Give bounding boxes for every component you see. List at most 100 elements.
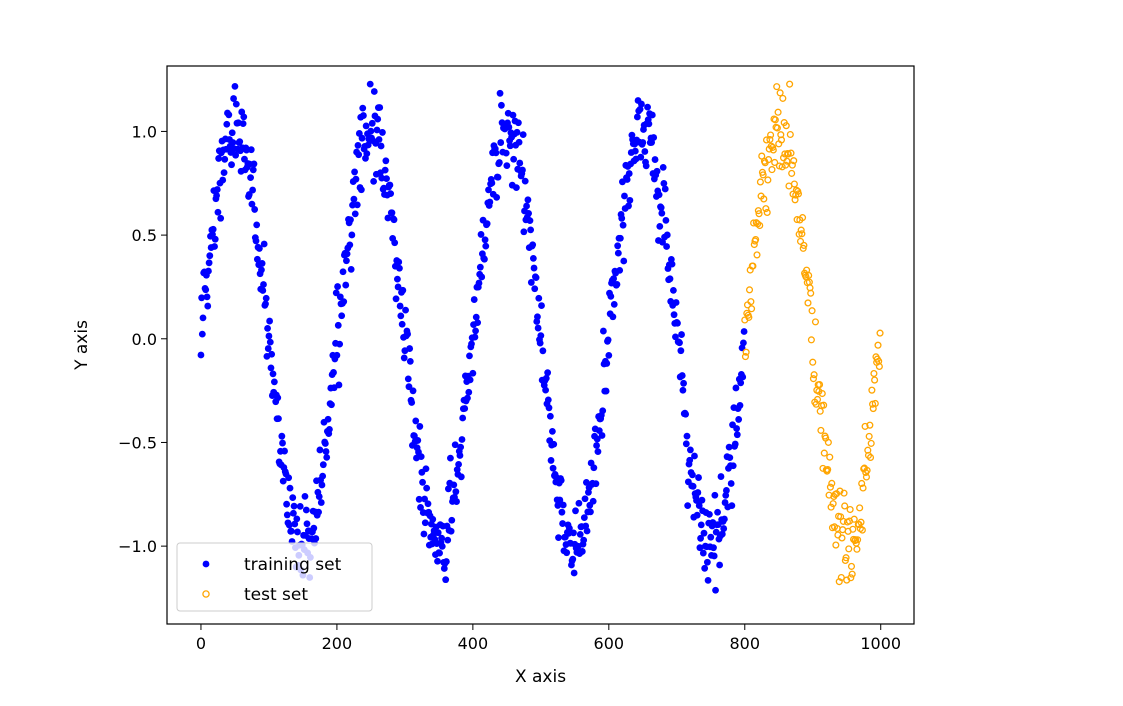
legend-box <box>176 542 373 612</box>
training-point <box>599 407 607 415</box>
test-point <box>783 157 791 165</box>
training-point <box>324 415 332 423</box>
test-point <box>866 453 875 462</box>
test-point <box>747 298 755 306</box>
training-point <box>377 142 385 150</box>
test-point <box>857 518 865 526</box>
training-point <box>677 347 685 355</box>
training-point <box>483 220 491 228</box>
training-point <box>262 294 270 302</box>
training-point <box>727 480 735 487</box>
training-point <box>461 405 469 412</box>
plot-area <box>166 65 915 625</box>
training-point <box>259 287 267 294</box>
training-point <box>539 347 547 355</box>
training-point <box>534 324 542 332</box>
training-point <box>414 437 422 444</box>
training-point <box>368 119 376 127</box>
training-point <box>231 82 239 90</box>
test-point <box>767 142 775 150</box>
training-point <box>351 210 359 218</box>
test-point <box>820 401 828 409</box>
training-point <box>440 565 448 572</box>
training-point <box>726 454 734 462</box>
training-point <box>382 157 390 165</box>
test-point <box>773 124 781 132</box>
training-point <box>412 417 420 425</box>
training-point <box>525 209 533 217</box>
training-point <box>215 155 223 162</box>
training-point <box>486 198 494 206</box>
training-point <box>537 332 545 340</box>
training-point <box>625 202 632 210</box>
training-point <box>406 345 414 352</box>
training-point <box>347 216 354 224</box>
training-point <box>610 300 618 308</box>
training-point <box>725 443 733 451</box>
test-point <box>849 525 857 533</box>
training-point <box>701 564 709 572</box>
training-point <box>228 129 236 137</box>
training-point <box>228 161 235 169</box>
training-point <box>281 447 288 455</box>
x-tick-label: 200 <box>322 634 353 653</box>
test-point <box>817 426 825 434</box>
training-point <box>520 228 528 236</box>
training-point <box>285 474 293 482</box>
test-point <box>824 438 832 446</box>
test-point <box>841 502 849 510</box>
training-point <box>526 217 534 225</box>
test-point <box>815 381 824 389</box>
training-point <box>682 410 690 418</box>
x-tick-label: 0 <box>196 634 206 653</box>
training-point <box>536 339 544 347</box>
test-point <box>827 503 835 511</box>
training-point <box>220 169 228 177</box>
test-point <box>837 573 845 582</box>
training-point <box>343 257 350 265</box>
training-point <box>475 279 483 287</box>
training-point <box>421 495 428 503</box>
test-point <box>760 195 768 203</box>
training-point <box>602 387 610 395</box>
test-point <box>829 500 837 508</box>
training-point <box>583 527 591 535</box>
training-point <box>740 339 747 347</box>
training-point <box>219 176 227 184</box>
training-point <box>510 155 518 163</box>
training-point <box>639 139 647 146</box>
training-point <box>279 439 286 447</box>
training-point <box>550 440 558 448</box>
training-point <box>293 515 301 523</box>
training-point <box>572 507 579 515</box>
training-point <box>240 113 248 121</box>
training-point <box>626 196 634 204</box>
training-point <box>400 354 408 362</box>
training-point <box>253 255 261 263</box>
training-point <box>587 508 594 516</box>
training-point <box>546 412 554 420</box>
training-point <box>353 201 361 209</box>
training-point <box>328 401 335 409</box>
training-point <box>198 330 206 338</box>
training-point <box>279 477 287 485</box>
training-point <box>223 120 231 128</box>
training-point <box>315 493 323 500</box>
training-point <box>470 296 478 303</box>
training-point <box>618 214 626 222</box>
test-point <box>828 479 836 487</box>
test-point <box>861 422 869 430</box>
test-point <box>742 348 750 356</box>
training-point <box>252 237 260 245</box>
training-point <box>694 489 702 496</box>
training-point <box>283 511 291 519</box>
training-point <box>397 312 405 320</box>
training-point <box>498 101 505 109</box>
test-point <box>858 479 866 488</box>
training-point <box>693 497 700 504</box>
training-point <box>672 299 680 306</box>
training-point <box>737 379 745 387</box>
training-point <box>494 173 502 181</box>
legend-test-label: test set <box>244 585 308 605</box>
test-point <box>807 336 815 344</box>
